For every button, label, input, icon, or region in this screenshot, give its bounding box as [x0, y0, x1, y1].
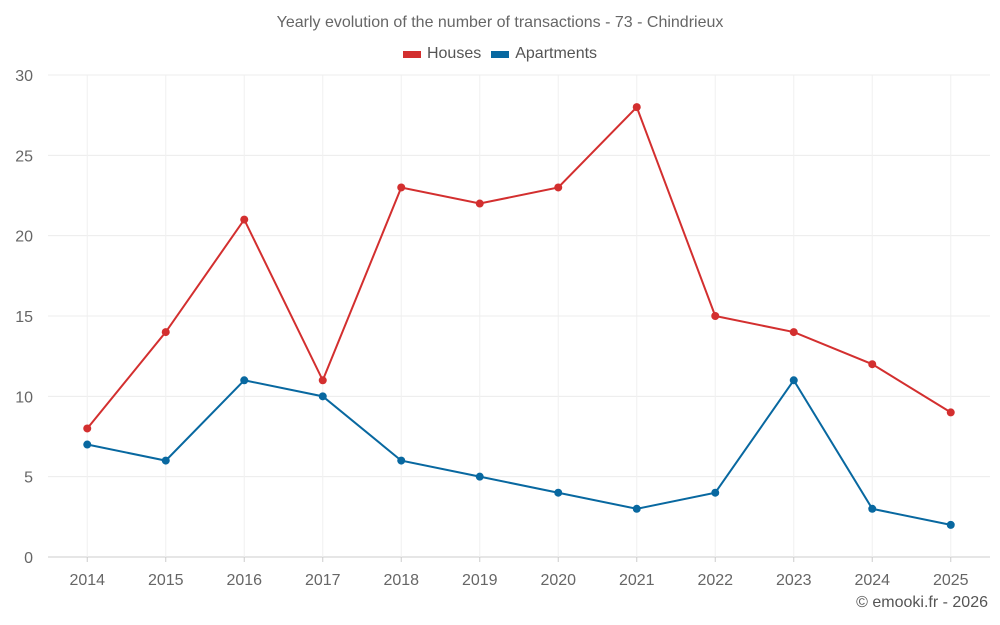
data-point-houses	[789, 328, 798, 337]
data-point-houses	[318, 376, 327, 385]
data-point-apartments	[711, 488, 720, 497]
data-point-apartments	[632, 504, 641, 513]
x-tick-label: 2014	[69, 572, 105, 589]
data-point-houses	[240, 215, 249, 224]
x-tick-label: 2023	[776, 572, 812, 589]
x-tick-label: 2022	[697, 572, 733, 589]
x-tick-label: 2015	[148, 572, 184, 589]
data-point-apartments	[83, 440, 92, 449]
legend-item-apartments[interactable]: Apartments	[491, 45, 597, 63]
legend: Houses Apartments	[0, 45, 1000, 63]
x-tick-label: 2025	[933, 572, 969, 589]
data-point-apartments	[868, 504, 877, 513]
data-point-apartments	[397, 456, 406, 465]
y-tick-label: 20	[15, 229, 33, 246]
data-point-apartments	[789, 376, 798, 385]
x-tick-label: 2021	[619, 572, 655, 589]
x-tick-label: 2016	[226, 572, 262, 589]
data-point-houses	[397, 183, 406, 192]
x-tick-label: 2017	[305, 572, 341, 589]
data-point-apartments	[161, 456, 170, 465]
y-tick-label: 15	[15, 309, 33, 326]
credit-text: © emooki.fr - 2026	[856, 594, 988, 611]
data-point-apartments	[240, 376, 249, 385]
series-line-apartments	[87, 378, 951, 526]
data-point-apartments	[554, 488, 563, 497]
y-tick-label: 10	[15, 389, 33, 406]
y-tick-label: 0	[24, 550, 33, 567]
y-tick-label: 25	[15, 148, 33, 165]
chart-title: Yearly evolution of the number of transa…	[276, 14, 724, 31]
legend-label-houses: Houses	[426, 45, 482, 62]
data-point-houses	[83, 424, 92, 433]
x-tick-label: 2020	[540, 572, 576, 589]
data-point-houses	[946, 408, 955, 417]
data-point-apartments	[318, 392, 327, 401]
data-point-houses	[475, 199, 484, 208]
x-tick-label: 2018	[383, 572, 419, 589]
legend-item-houses[interactable]: Houses	[402, 45, 482, 63]
x-tick-label: 2019	[462, 572, 498, 589]
data-point-houses	[868, 360, 877, 369]
x-tick-label: 2024	[854, 572, 890, 589]
legend-label-apartments: Apartments	[515, 45, 598, 62]
data-point-houses	[554, 183, 563, 192]
legend-swatch-apartments	[491, 50, 510, 58]
legend-swatch-houses	[402, 50, 421, 58]
data-point-apartments	[946, 520, 955, 529]
data-point-houses	[711, 312, 720, 320]
data-point-houses	[632, 103, 641, 112]
data-point-apartments	[475, 472, 484, 481]
y-tick-label: 30	[15, 68, 33, 85]
y-tick-label: 5	[24, 470, 33, 487]
series-line-houses	[86, 105, 952, 430]
data-point-houses	[161, 328, 170, 337]
